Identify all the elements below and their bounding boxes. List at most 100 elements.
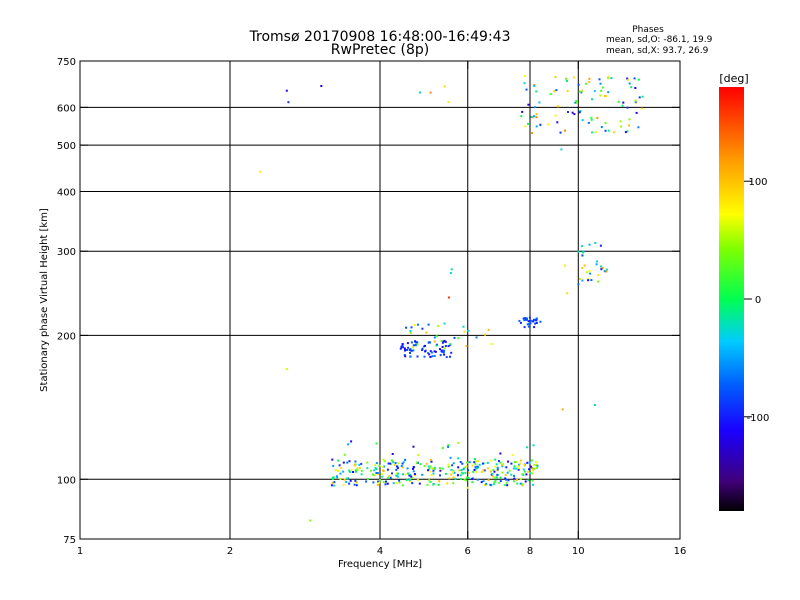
data-point <box>626 106 629 109</box>
data-point <box>309 519 312 522</box>
data-point <box>634 99 637 102</box>
data-point <box>596 260 598 263</box>
data-point <box>587 121 590 124</box>
chart-subtitle: RwPretec (8p) <box>331 42 429 58</box>
data-point <box>337 469 340 472</box>
x-tick-label: 10 <box>572 546 585 557</box>
data-point <box>380 472 383 475</box>
data-point <box>375 462 378 465</box>
data-point <box>372 481 375 484</box>
data-point <box>620 125 623 128</box>
data-point <box>410 349 413 352</box>
data-point <box>382 481 385 484</box>
data-point <box>404 355 407 358</box>
data-point <box>607 77 609 80</box>
data-point <box>406 342 409 345</box>
data-point <box>462 468 465 471</box>
data-point <box>375 468 378 470</box>
data-point <box>428 467 431 470</box>
data-point <box>577 283 580 286</box>
data-point <box>406 467 409 470</box>
data-point <box>432 472 435 475</box>
data-point <box>499 477 502 480</box>
data-point <box>496 466 499 469</box>
data-point <box>492 469 495 471</box>
data-point <box>461 462 464 465</box>
data-point <box>397 462 400 465</box>
data-point <box>342 461 345 464</box>
data-point <box>493 470 496 473</box>
data-point <box>557 105 560 108</box>
data-point <box>339 478 342 480</box>
data-point <box>504 477 507 480</box>
data-point <box>468 461 471 464</box>
data-point <box>464 471 467 474</box>
data-point <box>412 344 415 347</box>
data-point <box>441 467 444 470</box>
data-point <box>381 466 384 469</box>
data-point <box>531 479 534 482</box>
data-point <box>412 445 415 448</box>
data-point <box>580 91 583 94</box>
data-point <box>410 326 413 329</box>
data-point <box>445 472 447 475</box>
data-point <box>460 471 463 474</box>
y-tick-label: 750 <box>57 57 76 68</box>
data-point <box>287 101 290 104</box>
colorbar-tick-label: -100 <box>747 413 770 424</box>
data-point <box>513 465 516 468</box>
data-point <box>360 469 363 472</box>
data-point <box>389 462 392 465</box>
data-point <box>529 322 532 325</box>
data-point <box>504 474 507 477</box>
data-point <box>423 355 426 358</box>
data-point <box>346 477 349 480</box>
colorbar <box>719 87 744 511</box>
data-point <box>521 473 524 476</box>
data-point <box>356 469 359 472</box>
data-point <box>389 476 392 479</box>
data-point <box>342 483 345 486</box>
data-point <box>624 131 627 134</box>
data-point <box>348 482 351 485</box>
data-point <box>452 469 455 472</box>
data-point <box>383 465 385 468</box>
data-point <box>366 478 369 480</box>
data-point <box>524 317 527 319</box>
data-point <box>330 484 333 487</box>
data-point <box>366 467 369 470</box>
data-point <box>350 440 353 443</box>
data-point <box>331 458 334 461</box>
data-point <box>635 111 638 114</box>
data-point <box>476 478 479 481</box>
data-point <box>332 464 335 467</box>
data-point <box>402 346 405 349</box>
stats-header: Phases <box>632 25 664 35</box>
data-point <box>446 482 449 485</box>
data-point <box>360 462 363 465</box>
y-tick-label: 300 <box>57 247 76 258</box>
data-point <box>441 341 444 344</box>
data-point <box>398 481 401 484</box>
data-point <box>399 347 402 350</box>
data-point <box>530 465 532 468</box>
data-point <box>513 474 516 477</box>
data-point <box>581 279 584 282</box>
x-tick-label: 1 <box>77 546 83 557</box>
data-point <box>490 470 492 473</box>
data-point <box>496 468 499 471</box>
data-point <box>377 473 380 476</box>
data-point <box>581 254 584 257</box>
data-point <box>482 469 485 472</box>
data-point <box>474 460 477 463</box>
data-point <box>520 115 523 118</box>
data-point <box>354 469 357 472</box>
data-point <box>526 461 529 464</box>
data-point <box>430 474 433 477</box>
data-point <box>441 349 443 352</box>
data-point <box>427 469 430 472</box>
data-point <box>599 244 602 247</box>
data-point <box>585 271 588 274</box>
data-point <box>490 343 493 345</box>
data-point <box>587 277 590 280</box>
